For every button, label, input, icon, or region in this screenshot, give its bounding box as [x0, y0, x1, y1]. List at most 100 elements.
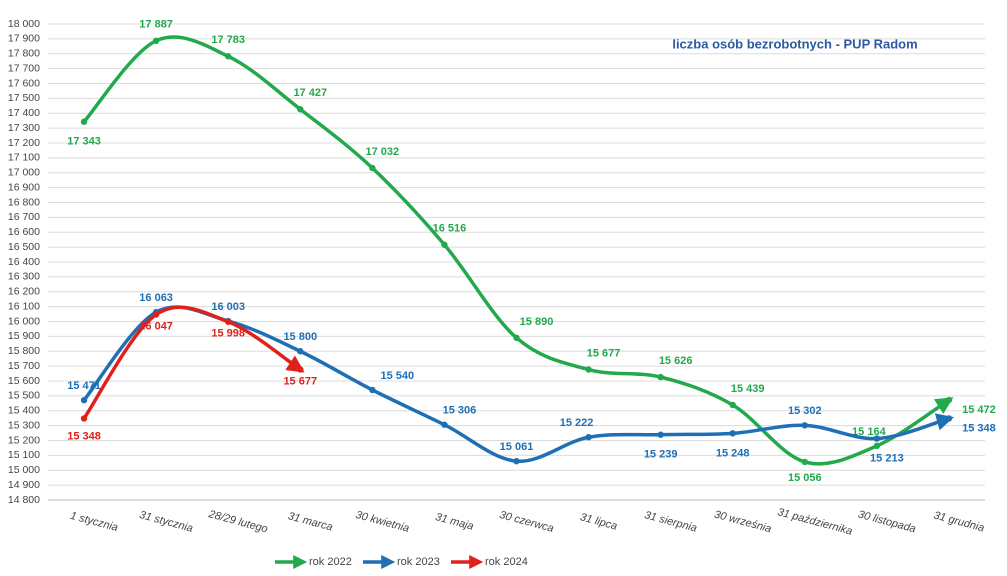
data-label: 15 061: [500, 441, 534, 453]
data-point: [441, 421, 448, 428]
y-tick-label: 16 600: [8, 226, 40, 238]
data-label: 15 890: [520, 316, 554, 328]
data-label: 15 239: [644, 449, 678, 461]
data-point: [945, 396, 953, 404]
data-point: [224, 318, 232, 325]
y-tick-label: 16 100: [8, 300, 40, 312]
data-point: [729, 430, 736, 437]
y-tick-label: 16 500: [8, 241, 40, 253]
y-tick-label: 16 200: [8, 286, 40, 298]
data-label: 16 003: [211, 301, 245, 313]
data-label: 15 164: [852, 426, 887, 438]
data-point: [657, 431, 664, 438]
y-tick-label: 15 300: [8, 419, 40, 431]
data-point: [297, 106, 304, 113]
legend-label: rok 2022: [309, 556, 352, 568]
data-label: 16 047: [139, 320, 173, 332]
x-tick-label: 30 kwietnia: [354, 509, 410, 535]
data-point: [801, 458, 809, 466]
data-point: [585, 434, 592, 441]
legend-label: rok 2024: [485, 556, 528, 568]
data-point: [585, 366, 592, 373]
data-point: [873, 435, 881, 442]
x-tick-label: 1 stycznia: [69, 510, 119, 534]
data-label: 16 063: [139, 292, 173, 304]
data-point: [80, 396, 88, 404]
y-tick-label: 17 400: [8, 107, 40, 119]
y-tick-label: 17 800: [8, 48, 40, 60]
y-tick-label: 15 000: [8, 464, 40, 476]
y-tick-label: 15 800: [8, 345, 40, 357]
x-tick-label: 31 marca: [287, 510, 334, 533]
data-label: 15 472: [962, 404, 996, 416]
y-tick-label: 16 700: [8, 211, 40, 223]
data-label: 15 471: [67, 380, 101, 392]
y-tick-label: 15 400: [8, 405, 40, 417]
chart-title: liczba osób bezrobotnych - PUP Radom: [672, 36, 917, 51]
data-point: [801, 422, 809, 429]
data-label: 15 306: [443, 405, 477, 417]
data-point: [80, 415, 88, 422]
y-tick-label: 16 000: [8, 315, 40, 327]
data-label: 15 439: [731, 383, 765, 395]
y-tick-label: 17 600: [8, 77, 40, 89]
data-point: [224, 53, 232, 60]
data-label: 15 222: [560, 417, 594, 429]
data-label: 15 677: [587, 347, 621, 359]
data-point: [513, 334, 520, 342]
data-point: [152, 311, 160, 318]
data-point: [297, 348, 304, 355]
legend-label: rok 2023: [397, 556, 440, 568]
data-point: [152, 37, 160, 45]
data-label: 16 516: [433, 223, 467, 235]
x-tick-label: 31 lipca: [579, 511, 619, 532]
y-tick-label: 18 000: [8, 18, 40, 30]
data-point: [369, 386, 376, 394]
y-tick-label: 16 300: [8, 271, 40, 283]
x-tick-label: 31 sierpnia: [643, 509, 698, 535]
y-tick-label: 16 800: [8, 196, 40, 208]
data-label: 17 032: [366, 146, 400, 158]
y-tick-label: 15 900: [8, 330, 40, 342]
data-label: 15 302: [788, 405, 822, 417]
series-line: [82, 305, 305, 420]
y-tick-label: 17 500: [8, 92, 40, 104]
y-tick-label: 17 300: [8, 122, 40, 134]
data-label: 15 348: [67, 430, 101, 442]
y-tick-label: 16 400: [8, 256, 40, 268]
y-tick-label: 17 200: [8, 137, 40, 149]
data-label: 17 343: [67, 136, 101, 148]
data-label: 17 887: [139, 19, 173, 31]
y-tick-label: 15 600: [8, 375, 40, 387]
data-label: 15 540: [381, 370, 415, 382]
data-point: [729, 401, 736, 409]
y-tick-label: 17 700: [8, 62, 40, 74]
data-label: 15 626: [659, 355, 693, 367]
data-point: [80, 118, 88, 125]
data-label: 15 348: [962, 422, 996, 434]
y-tick-label: 14 900: [8, 479, 40, 491]
data-label: 15 056: [788, 472, 822, 484]
data-label: 15 677: [283, 375, 317, 387]
y-tick-label: 15 700: [8, 360, 40, 372]
y-tick-label: 17 000: [8, 167, 40, 179]
data-label: 15 998: [211, 328, 245, 340]
data-point: [657, 373, 664, 381]
y-tick-label: 17 900: [8, 33, 40, 45]
data-label: 17 783: [211, 34, 245, 46]
data-label: 15 248: [716, 447, 750, 459]
data-point: [441, 241, 448, 248]
data-point: [297, 366, 304, 373]
data-point: [513, 457, 520, 465]
data-point: [873, 442, 881, 450]
x-tick-label: 31 grudnia: [932, 509, 985, 534]
x-tick-label: 30 września: [713, 509, 773, 536]
x-tick-label: 31 października: [776, 506, 854, 538]
series-line: [82, 35, 954, 466]
y-tick-label: 15 500: [8, 390, 40, 402]
data-label: 15 800: [283, 331, 317, 343]
x-tick-label: 28/29 lutego: [206, 508, 269, 536]
y-tick-label: 15 100: [8, 449, 40, 461]
data-point: [945, 415, 953, 422]
